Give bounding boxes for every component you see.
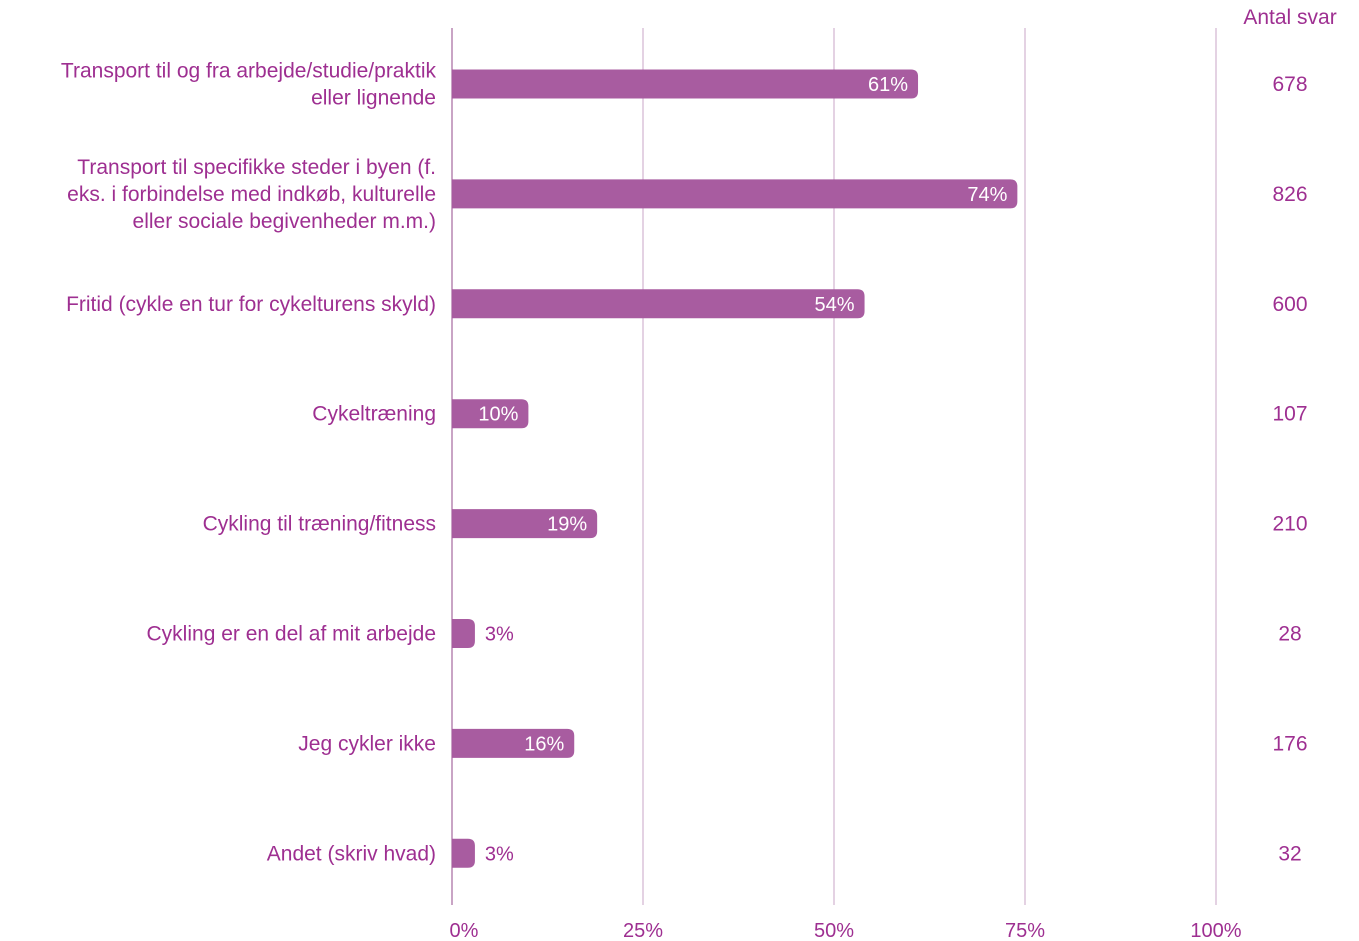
category-label-line: Cykling til træning/fitness (203, 513, 436, 536)
count-value: 107 (1272, 403, 1307, 426)
x-tick-label: 75% (1005, 920, 1045, 941)
bar-value-label: 10% (478, 404, 518, 426)
x-tick-label: 25% (623, 920, 663, 941)
category-label: Fritid (cykle en tur for cykelturens sky… (66, 293, 436, 316)
bar-value-label: 19% (547, 514, 587, 536)
category-label: Jeg cykler ikke (298, 732, 436, 755)
bar-value-label: 74% (967, 184, 1007, 206)
category-label: Transport til specifikke steder i byen (… (67, 156, 436, 233)
category-label-line: Andet (skriv hvad) (267, 842, 436, 865)
category-label-line: Cykeltræning (312, 403, 436, 426)
bar (452, 509, 598, 539)
category-label: Cykeltræning (312, 403, 436, 426)
bar (452, 838, 475, 868)
bar-value-label: 54% (815, 294, 855, 316)
category-label-line: eller lignende (311, 87, 436, 110)
bar (452, 69, 919, 99)
bars: 61% 74% 54% 10% 19% 3% 16% 3% (452, 69, 1018, 868)
category-label: Andet (skriv hvad) (267, 842, 436, 865)
x-tick-labels: 0% 25% 50% 75% 100% (450, 920, 1242, 941)
count-value: 176 (1272, 732, 1307, 755)
count-value: 32 (1278, 842, 1301, 865)
count-header: Antal svar (1243, 6, 1336, 29)
count-value: 678 (1272, 73, 1307, 96)
bar (452, 289, 865, 319)
bar (452, 619, 475, 648)
count-value: 210 (1272, 513, 1307, 536)
category-label-line: Transport til specifikke steder i byen (… (77, 156, 436, 179)
bar (452, 179, 1018, 209)
x-tick-label: 50% (814, 920, 854, 941)
category-label-line: Cykling er en del af mit arbejde (147, 623, 436, 646)
category-label-line: Jeg cykler ikke (298, 732, 436, 755)
count-value: 826 (1272, 183, 1307, 206)
category-labels: Transport til og fra arbejde/studie/prak… (61, 60, 437, 866)
category-label-line: eller sociale begivenheder m.m.) (133, 210, 436, 233)
category-label: Cykling er en del af mit arbejde (147, 623, 436, 646)
bar (452, 728, 575, 758)
bar-value-label: 61% (868, 74, 908, 96)
count-value: 600 (1272, 293, 1307, 316)
category-label-line: Fritid (cykle en tur for cykelturens sky… (66, 293, 436, 316)
bar-value-label: 3% (485, 843, 514, 865)
bar-value-label: 3% (485, 624, 514, 646)
count-value: 28 (1278, 623, 1301, 646)
bar (452, 399, 529, 429)
category-label-line: eks. i forbindelse med indkøb, kulturell… (67, 183, 436, 206)
category-label-line: Transport til og fra arbejde/studie/prak… (61, 60, 437, 83)
x-tick-label: 100% (1190, 920, 1241, 941)
category-label: Cykling til træning/fitness (203, 513, 436, 536)
count-column: Antal svar 678 826 600 107 210 28 176 32 (1243, 6, 1336, 865)
x-tick-label: 0% (450, 920, 479, 941)
grid-lines (642, 28, 1217, 905)
category-label: Transport til og fra arbejde/studie/prak… (61, 60, 437, 110)
bar-value-label: 16% (524, 733, 564, 755)
